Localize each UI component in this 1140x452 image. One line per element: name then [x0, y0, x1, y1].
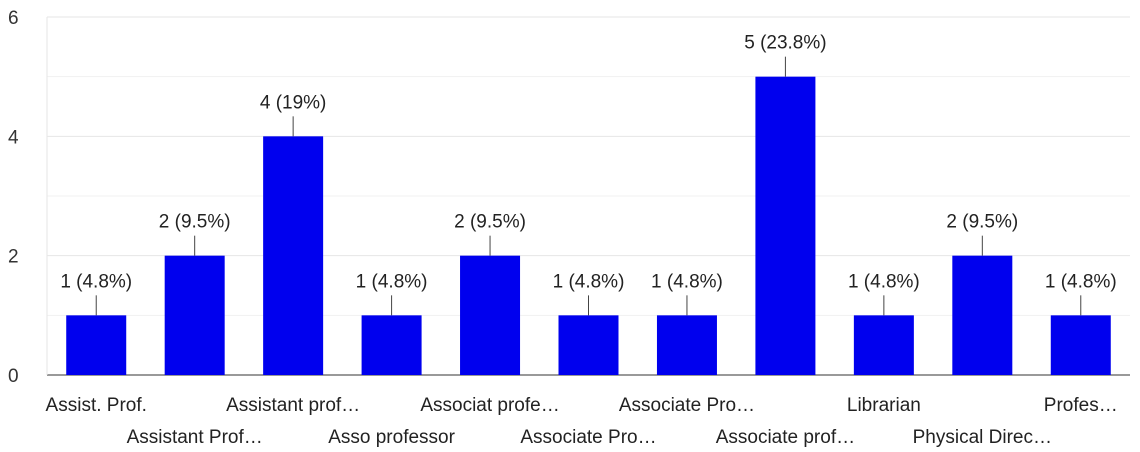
data-label: 1 (4.8%) [1045, 271, 1117, 292]
y-tick-label: 6 [8, 8, 19, 29]
bar [1050, 315, 1111, 375]
bars [66, 76, 1111, 376]
bar [853, 315, 914, 375]
bar [755, 76, 816, 376]
data-label: 1 (4.8%) [651, 271, 723, 292]
bar [460, 255, 521, 375]
x-category-label: Assistant Prof… [127, 427, 263, 448]
x-category-label: Associate Pro… [520, 427, 656, 448]
x-category-label: Assistant prof… [226, 395, 360, 416]
y-tick-label: 2 [8, 247, 19, 268]
bar [361, 315, 422, 375]
x-axis-categories: Assist. Prof. Assistant Prof… Assistant pr… [46, 395, 1118, 448]
data-label: 2 (9.5%) [454, 212, 526, 233]
x-category-label: Associat profe… [420, 395, 559, 416]
bar [164, 255, 225, 375]
data-label: 1 (4.8%) [60, 271, 132, 292]
grid [46, 16, 1130, 376]
data-label: 1 (4.8%) [553, 271, 625, 292]
data-label: 1 (4.8%) [848, 271, 920, 292]
x-category-label: Associate Pro… [619, 395, 755, 416]
x-category-label: Physical Direc… [913, 427, 1052, 448]
bar [656, 315, 717, 375]
data-labels: 1 (4.8%) 2 (9.5%) 4 (19%) 1 (4.8%) 2 (9.5%) 1… [60, 33, 1117, 316]
data-label: 4 (19%) [260, 92, 327, 113]
bar [263, 136, 324, 375]
bar [558, 315, 619, 375]
bar [952, 255, 1013, 375]
x-category-label: Librarian [847, 395, 921, 416]
x-category-label: Profes… [1044, 395, 1118, 416]
x-category-label: Assist. Prof. [46, 395, 147, 416]
y-tick-label: 0 [8, 366, 19, 387]
y-axis-ticks: 0 2 4 6 [8, 8, 19, 387]
data-label: 5 (23.8%) [744, 33, 826, 54]
data-label: 2 (9.5%) [159, 212, 231, 233]
y-tick-label: 4 [8, 127, 19, 148]
x-category-label: Asso professor [328, 427, 455, 448]
bar [66, 315, 127, 375]
x-category-label: Associate prof… [716, 427, 855, 448]
data-label: 1 (4.8%) [356, 271, 428, 292]
data-label: 2 (9.5%) [946, 212, 1018, 233]
